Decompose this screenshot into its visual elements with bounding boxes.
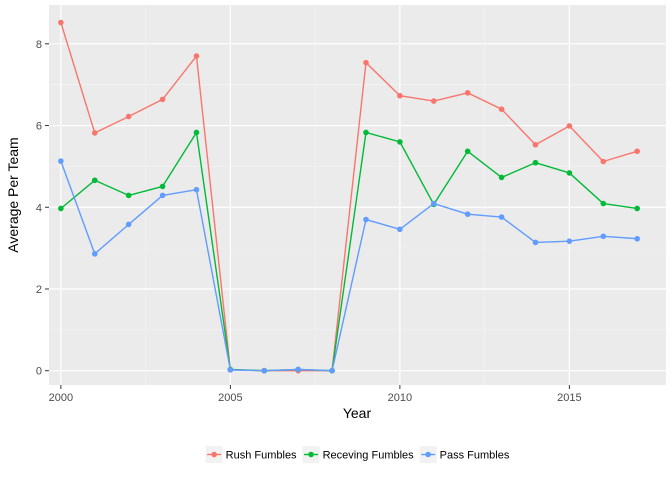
x-tick-label: 2005 xyxy=(218,392,242,404)
data-point-receving-fumbles xyxy=(464,148,471,155)
data-point-pass-fumbles xyxy=(430,200,437,207)
data-point-receving-fumbles xyxy=(566,170,573,176)
legend-item-pass-fumbles: Pass Fumbles xyxy=(419,446,510,463)
data-point-pass-fumbles xyxy=(58,158,64,164)
legend-label: Rush Fumbles xyxy=(226,450,297,462)
data-point-pass-fumbles xyxy=(159,192,166,199)
data-point-rush-fumbles xyxy=(58,19,64,26)
legend-item-receving-fumbles: Receving Fumbles xyxy=(302,446,415,463)
legend-label: Receving Fumbles xyxy=(323,450,415,462)
data-point-receving-fumbles xyxy=(58,205,64,212)
data-point-receving-fumbles xyxy=(363,129,369,136)
data-point-pass-fumbles xyxy=(363,216,369,223)
series-pass-fumbles xyxy=(58,158,640,374)
data-point-pass-fumbles xyxy=(227,367,234,373)
legend-label: Pass Fumbles xyxy=(440,450,510,462)
data-point-pass-fumbles xyxy=(634,235,640,242)
data-point-rush-fumbles xyxy=(600,158,607,165)
series-line-rush-fumbles xyxy=(60,22,638,372)
data-point-pass-fumbles xyxy=(125,221,132,228)
data-point-rush-fumbles xyxy=(464,90,471,96)
data-point-rush-fumbles xyxy=(91,130,98,136)
y-tick-label: 8 xyxy=(36,39,42,51)
x-tick-label: 2015 xyxy=(557,392,581,404)
data-point-pass-fumbles xyxy=(261,367,268,374)
data-point-rush-fumbles xyxy=(159,96,166,103)
x-axis: 2000 2005 2010 2015 xyxy=(49,385,582,404)
minor-gridlines xyxy=(49,5,666,385)
series-rush-fumbles xyxy=(58,19,640,374)
legend-item-rush-fumbles: Rush Fumbles xyxy=(205,446,297,463)
y-axis-title: Average Per Team xyxy=(5,137,21,252)
legend-key-point xyxy=(308,451,314,458)
y-tick-label: 4 xyxy=(36,202,42,214)
data-point-rush-fumbles xyxy=(634,148,640,155)
data-point-receving-fumbles xyxy=(600,200,607,207)
series-line-pass-fumbles xyxy=(60,160,638,372)
y-axis: 0 2 4 6 8 xyxy=(36,39,49,378)
data-point-receving-fumbles xyxy=(125,192,132,199)
data-point-rush-fumbles xyxy=(532,141,539,148)
data-point-rush-fumbles xyxy=(566,123,573,129)
data-point-pass-fumbles xyxy=(532,239,539,246)
data-point-receving-fumbles xyxy=(193,129,200,136)
data-point-pass-fumbles xyxy=(329,367,335,374)
data-point-receving-fumbles xyxy=(159,183,166,190)
data-point-rush-fumbles xyxy=(430,98,437,104)
data-point-rush-fumbles xyxy=(498,106,505,112)
x-axis-title: Year xyxy=(343,405,372,421)
data-point-pass-fumbles xyxy=(498,214,505,220)
data-point-receving-fumbles xyxy=(397,139,403,145)
data-point-pass-fumbles xyxy=(295,366,301,373)
series-layer xyxy=(58,19,640,374)
data-point-receving-fumbles xyxy=(634,205,640,212)
data-point-rush-fumbles xyxy=(193,53,200,59)
data-point-pass-fumbles xyxy=(566,238,573,244)
data-point-rush-fumbles xyxy=(363,59,369,66)
data-point-rush-fumbles xyxy=(397,92,403,99)
x-tick-label: 2000 xyxy=(49,392,73,404)
y-tick-label: 2 xyxy=(36,284,42,296)
data-point-receving-fumbles xyxy=(498,174,505,181)
data-point-pass-fumbles xyxy=(600,233,607,240)
x-tick-label: 2010 xyxy=(388,392,412,404)
series-line-receving-fumbles xyxy=(60,131,638,372)
legend: Rush Fumbles Receving Fumbles Pass Fumbles xyxy=(205,446,510,463)
data-point-pass-fumbles xyxy=(91,251,98,257)
data-point-pass-fumbles xyxy=(397,226,403,233)
data-point-pass-fumbles xyxy=(193,186,200,193)
data-point-receving-fumbles xyxy=(532,159,539,166)
legend-key-point xyxy=(425,451,431,458)
y-tick-label: 0 xyxy=(36,366,42,378)
data-point-rush-fumbles xyxy=(125,113,132,120)
y-tick-label: 6 xyxy=(36,121,42,133)
data-point-pass-fumbles xyxy=(464,211,471,218)
legend-key-point xyxy=(211,451,217,458)
data-point-receving-fumbles xyxy=(91,177,98,184)
major-gridlines xyxy=(49,5,666,385)
